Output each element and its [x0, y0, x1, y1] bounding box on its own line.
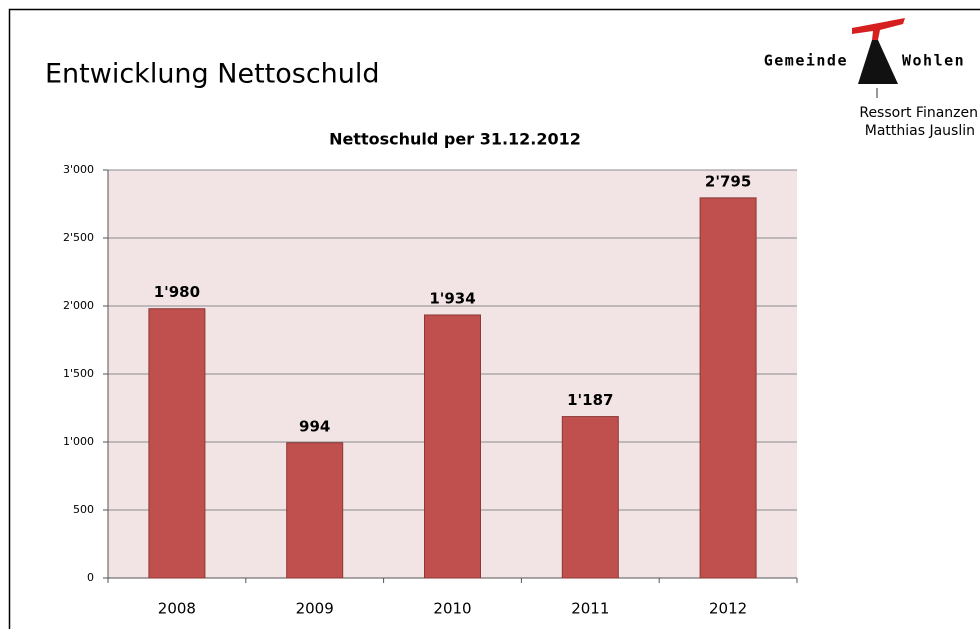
data-label: 2'795	[705, 172, 751, 190]
y-tick-label: 2'000	[63, 299, 94, 312]
y-tick-label: 500	[73, 503, 94, 516]
person: Matthias Jauslin	[865, 123, 975, 139]
bar	[699, 197, 757, 579]
x-tick-label: 2011	[571, 600, 609, 618]
bar	[286, 442, 344, 579]
y-tick-label: 1'000	[63, 435, 94, 448]
x-tick-label: 2009	[296, 600, 334, 618]
x-tick-label: 2010	[433, 600, 471, 618]
x-tick-label: 2008	[158, 600, 196, 618]
y-tick-label: 1'500	[63, 367, 94, 380]
data-label: 1'934	[429, 289, 475, 307]
slide-title: Entwicklung Nettoschuld	[45, 59, 380, 90]
bar	[561, 416, 619, 579]
bar	[148, 308, 206, 579]
department: Ressort Finanzen	[859, 105, 978, 121]
y-tick-label: 3'000	[63, 163, 94, 176]
logo-text: Wohlen	[902, 52, 965, 70]
y-tick-label: 2'500	[63, 231, 94, 244]
data-label: 994	[299, 417, 330, 435]
y-tick-label: 0	[87, 571, 94, 584]
data-label: 1'980	[154, 283, 200, 301]
chart-title: Nettoschuld per 31.12.2012	[329, 130, 581, 149]
data-label: 1'187	[567, 391, 613, 409]
x-tick-label: 2012	[709, 600, 747, 618]
logo-text: Gemeinde	[764, 52, 848, 70]
bar	[424, 314, 481, 579]
logo-icon	[852, 18, 905, 98]
